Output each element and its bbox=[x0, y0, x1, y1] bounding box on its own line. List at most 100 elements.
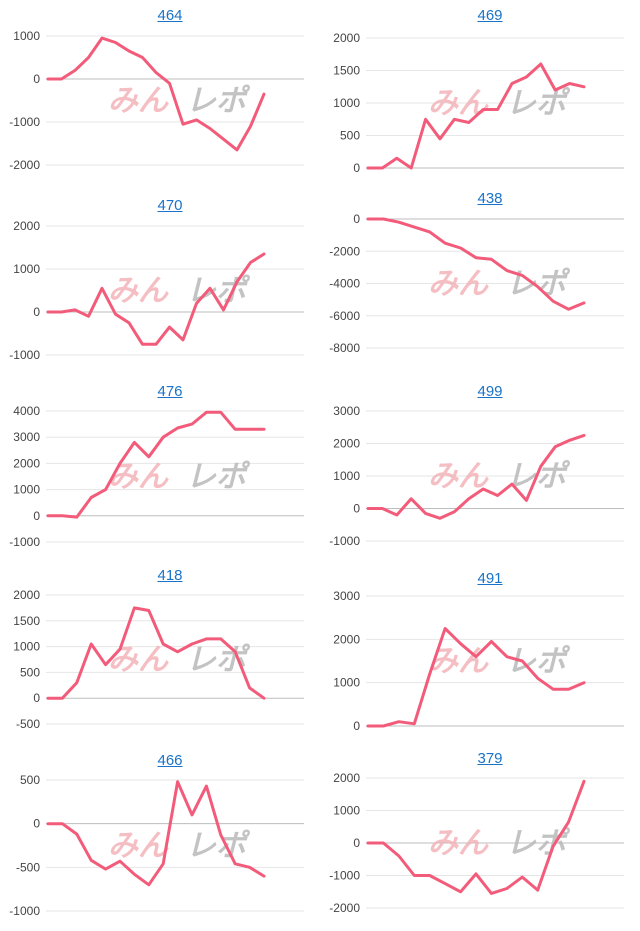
y-tick-label: 2000 bbox=[13, 456, 40, 470]
svg-text:みん: みん bbox=[428, 267, 489, 302]
y-tick-label: 3000 bbox=[333, 589, 360, 603]
y-tick-label: 0 bbox=[353, 212, 360, 226]
svg-text:レポ: レポ bbox=[506, 826, 571, 861]
series-line bbox=[366, 62, 586, 170]
svg-text:レポ: レポ bbox=[186, 84, 251, 119]
y-tick-label: 2000 bbox=[13, 588, 40, 602]
chart-panel-491: 491 3000 2000 1000 0 みん レポ bbox=[320, 568, 640, 740]
line-chart: 2000 1000 0 -1000 みん レポ bbox=[9, 219, 304, 362]
chart-title-link[interactable]: 464 bbox=[157, 7, 183, 24]
chart-panel-469: 469 2000 1500 1000 500 0 みん レポ bbox=[320, 5, 640, 182]
watermark-logo: みん レポ bbox=[108, 84, 251, 119]
y-tick-label: -2000 bbox=[9, 158, 40, 172]
chart-title-link[interactable]: 466 bbox=[157, 752, 183, 769]
watermark-logo: みん レポ bbox=[428, 86, 571, 121]
chart-title-link[interactable]: 438 bbox=[477, 190, 503, 207]
svg-text:みん: みん bbox=[108, 274, 169, 309]
svg-text:みん: みん bbox=[108, 460, 169, 495]
y-tick-label: -1000 bbox=[9, 535, 40, 549]
svg-text:みん: みん bbox=[108, 84, 169, 119]
chart-title-link[interactable]: 469 bbox=[477, 7, 503, 24]
line-chart: 2000 1000 0 -1000 -2000 みん レポ bbox=[329, 771, 624, 915]
chart-title-link[interactable]: 476 bbox=[157, 383, 183, 400]
svg-text:みん: みん bbox=[108, 643, 169, 678]
chart-panel-464: 464 1000 0 -1000 -2000 みん レポ bbox=[0, 5, 320, 179]
watermark-logo: みん レポ bbox=[108, 274, 251, 309]
chart-panel-499: 499 3000 2000 1000 0 -1000 みん レポ bbox=[320, 381, 640, 555]
series-line bbox=[46, 780, 266, 887]
watermark-logo: みん レポ bbox=[428, 826, 571, 861]
y-tick-label: 0 bbox=[353, 836, 360, 850]
y-tick-label: 0 bbox=[33, 305, 40, 319]
y-tick-label: -1000 bbox=[9, 115, 40, 129]
svg-text:みん: みん bbox=[428, 459, 489, 494]
series-line bbox=[366, 627, 586, 728]
svg-text:レポ: レポ bbox=[506, 86, 571, 121]
chart-panel-476: 476 4000 3000 2000 1000 0 -1000 みん レポ bbox=[0, 381, 320, 556]
y-tick-label: 500 bbox=[20, 773, 40, 787]
chart-title-link[interactable]: 418 bbox=[157, 567, 183, 584]
y-tick-label: 1000 bbox=[333, 676, 360, 690]
y-tick-label: 0 bbox=[33, 691, 40, 705]
y-tick-label: 500 bbox=[20, 665, 40, 679]
y-tick-label: 1000 bbox=[333, 96, 360, 110]
y-tick-label: 2000 bbox=[13, 219, 40, 233]
svg-text:レポ: レポ bbox=[186, 829, 251, 864]
y-tick-label: -4000 bbox=[329, 277, 360, 291]
y-tick-label: 1500 bbox=[13, 614, 40, 628]
y-tick-label: -500 bbox=[16, 860, 40, 874]
series-line bbox=[366, 433, 586, 520]
y-tick-label: -8000 bbox=[329, 341, 360, 355]
y-tick-label: 1000 bbox=[13, 640, 40, 654]
y-tick-label: -1000 bbox=[329, 869, 360, 883]
y-tick-label: -2000 bbox=[329, 901, 360, 915]
watermark-logo: みん レポ bbox=[428, 644, 571, 679]
svg-text:レポ: レポ bbox=[506, 267, 571, 302]
y-tick-label: -1000 bbox=[9, 348, 40, 362]
y-tick-label: 0 bbox=[33, 72, 40, 86]
y-tick-label: 0 bbox=[353, 719, 360, 733]
watermark-logo: みん レポ bbox=[108, 829, 251, 864]
y-tick-label: 0 bbox=[33, 817, 40, 831]
y-tick-label: 3000 bbox=[333, 404, 360, 418]
line-chart: 3000 2000 1000 0 みん レポ bbox=[333, 589, 624, 733]
svg-text:みん: みん bbox=[428, 826, 489, 861]
line-chart: 2000 1500 1000 500 0 みん レポ bbox=[333, 31, 624, 175]
y-tick-label: 0 bbox=[33, 509, 40, 523]
line-chart: 4000 3000 2000 1000 0 -1000 みん レポ bbox=[9, 404, 304, 549]
chart-title-link[interactable]: 470 bbox=[157, 197, 183, 214]
y-tick-label: -1000 bbox=[329, 534, 360, 548]
y-tick-label: 2000 bbox=[333, 771, 360, 785]
y-tick-label: -2000 bbox=[329, 244, 360, 258]
chart-title-link[interactable]: 379 bbox=[477, 750, 503, 767]
y-tick-label: 0 bbox=[353, 161, 360, 175]
chart-panel-466: 466 500 0 -500 -1000 みん レポ bbox=[0, 750, 320, 925]
chart-panel-379: 379 2000 1000 0 -1000 -2000 みん レポ bbox=[320, 748, 640, 922]
series-line bbox=[366, 779, 586, 895]
y-tick-label: 4000 bbox=[13, 404, 40, 418]
y-tick-label: 0 bbox=[353, 502, 360, 516]
y-tick-label: 1000 bbox=[13, 262, 40, 276]
y-tick-label: 1000 bbox=[13, 483, 40, 497]
y-tick-label: 3000 bbox=[13, 430, 40, 444]
watermark-logo: みん レポ bbox=[108, 643, 251, 678]
y-tick-label: 1000 bbox=[333, 804, 360, 818]
chart-title-link[interactable]: 499 bbox=[477, 383, 503, 400]
line-chart: 0 -2000 -4000 -6000 -8000 みん レポ bbox=[329, 212, 624, 355]
series-line bbox=[46, 36, 266, 152]
chart-panel-438: 438 0 -2000 -4000 -6000 -8000 みん レポ bbox=[320, 188, 640, 362]
y-tick-label: 2000 bbox=[333, 632, 360, 646]
svg-text:レポ: レポ bbox=[186, 643, 251, 678]
y-tick-label: -6000 bbox=[329, 309, 360, 323]
chart-panel-470: 470 2000 1000 0 -1000 みん レポ bbox=[0, 195, 320, 369]
series-line bbox=[366, 217, 586, 311]
chart-title-link[interactable]: 491 bbox=[477, 570, 503, 587]
svg-text:レポ: レポ bbox=[506, 644, 571, 679]
series-line bbox=[46, 606, 266, 700]
series-line bbox=[46, 410, 266, 519]
svg-text:みん: みん bbox=[428, 86, 489, 121]
series-line bbox=[46, 252, 266, 346]
line-chart: 1000 0 -1000 -2000 みん レポ bbox=[9, 29, 304, 172]
y-tick-label: 2000 bbox=[333, 31, 360, 45]
